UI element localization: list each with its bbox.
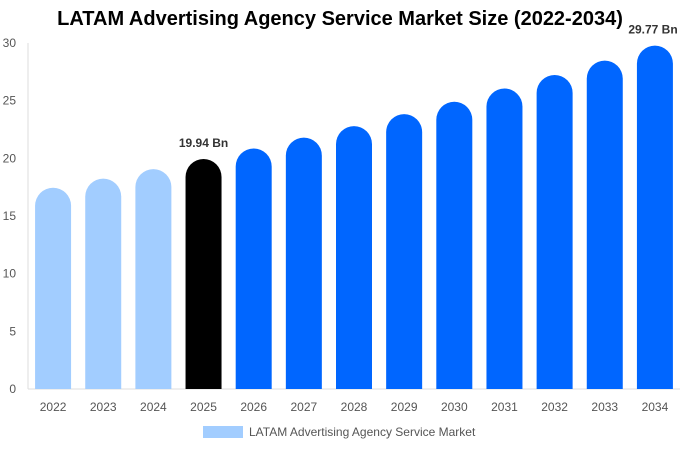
x-tick-label: 2024 — [140, 400, 167, 414]
y-tick-label: 5 — [9, 324, 16, 338]
x-tick-label: 2032 — [541, 400, 568, 414]
x-tick-label: 2031 — [491, 400, 518, 414]
x-tick-label: 2030 — [441, 400, 468, 414]
bar-2029 — [386, 114, 423, 390]
x-tick-label: 2034 — [642, 400, 669, 414]
bar-2028 — [336, 126, 372, 389]
x-tick-label: 2023 — [90, 400, 117, 414]
y-tick-label: 20 — [3, 151, 17, 165]
data-label-2025: 19.94 Bn — [179, 136, 228, 150]
x-tick-label: 2022 — [40, 400, 67, 414]
x-tick-label: 2027 — [290, 400, 317, 414]
x-tick-label: 2033 — [591, 400, 618, 414]
x-tick-label: 2029 — [391, 400, 418, 414]
bar-2024 — [135, 169, 172, 389]
x-tick-label: 2028 — [341, 400, 368, 414]
bar-2034 — [636, 45, 673, 389]
chart-title: LATAM Advertising Agency Service Market … — [57, 8, 623, 30]
y-tick-label: 25 — [3, 94, 17, 108]
bar-2026 — [235, 148, 272, 389]
bar-2023 — [85, 178, 122, 389]
y-tick-label: 30 — [3, 36, 17, 50]
bar-2022 — [35, 187, 72, 389]
bar-2032 — [536, 74, 573, 390]
bar-2033 — [586, 60, 623, 390]
legend: LATAM Advertising Agency Service Market — [203, 425, 475, 439]
y-tick-label: 15 — [3, 209, 17, 223]
data-label-2034: 29.77 Bn — [628, 23, 677, 37]
bar-2025 — [185, 159, 222, 389]
y-tick-label: 0 — [9, 382, 16, 396]
x-tick-label: 2026 — [240, 400, 267, 414]
x-tick-label: 2025 — [190, 400, 217, 414]
bar-2031 — [486, 88, 523, 389]
legend-swatch — [203, 426, 243, 438]
bar-2027 — [285, 137, 322, 389]
bar-2030 — [436, 101, 473, 389]
legend-label: LATAM Advertising Agency Service Market — [249, 425, 476, 439]
y-tick-label: 10 — [3, 267, 17, 281]
